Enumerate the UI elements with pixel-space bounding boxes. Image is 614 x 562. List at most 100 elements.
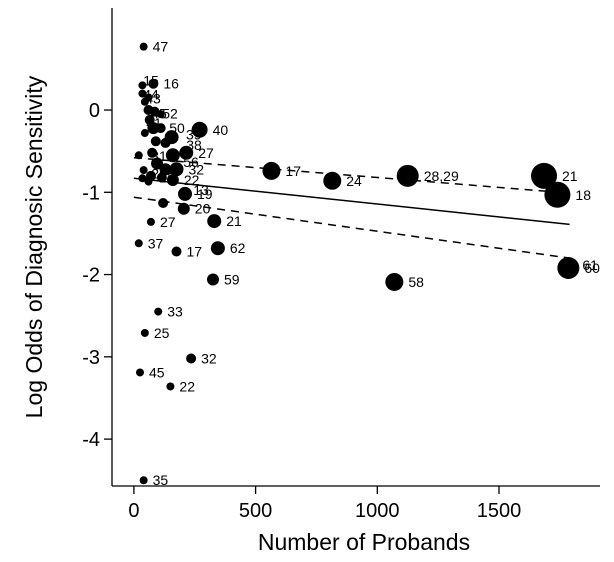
data-point — [186, 353, 197, 364]
point-label: 21 — [226, 213, 242, 229]
data-point — [207, 214, 222, 229]
regression-lines — [133, 156, 570, 259]
x-tick-label: 500 — [239, 500, 272, 522]
point-label: 43 — [145, 90, 161, 106]
point-label: 28,29 — [424, 168, 459, 184]
data-point — [557, 256, 580, 279]
data-point — [150, 136, 161, 147]
y-tick-label: -1 — [82, 182, 100, 204]
data-point — [165, 148, 180, 163]
data-point — [140, 328, 149, 337]
upper-confidence-line — [133, 156, 570, 194]
data-point — [147, 147, 158, 158]
data-point — [160, 137, 171, 148]
data-point — [159, 163, 172, 176]
point-label: 40 — [213, 122, 229, 138]
point-label: 26 — [151, 165, 167, 181]
data-point — [147, 122, 160, 135]
point-label: 61 — [582, 257, 598, 273]
data-point — [148, 78, 159, 89]
point-label: 60 — [584, 260, 600, 276]
point-label: 33 — [167, 304, 183, 320]
point-label: 27 — [198, 145, 214, 161]
data-point — [169, 162, 184, 177]
point-label: 27 — [160, 214, 176, 230]
point-label: 52 — [162, 106, 178, 122]
data-point — [158, 197, 169, 208]
data-point — [140, 129, 149, 138]
data-point — [323, 171, 342, 190]
data-point — [138, 81, 147, 90]
point-label: 41 — [146, 115, 162, 131]
point-label: 15 — [143, 73, 159, 89]
point-label: 16 — [163, 76, 179, 92]
point-label: 22 — [179, 378, 195, 394]
x-axis-title: Number of Probands — [258, 529, 470, 555]
data-point — [177, 202, 190, 215]
point-label: 37 — [148, 235, 164, 251]
data-point — [210, 241, 225, 256]
data-point — [139, 42, 148, 51]
data-points — [134, 42, 580, 485]
data-point — [144, 177, 153, 186]
data-point — [385, 272, 404, 291]
data-point — [166, 382, 175, 391]
x-tick-label: 0 — [128, 500, 139, 522]
data-point — [139, 476, 148, 485]
point-label: 17 — [285, 163, 301, 179]
data-point — [178, 186, 193, 201]
data-point — [156, 110, 165, 119]
axes: 0 500 1000 1500 0 -1 -2 -3 -4 — [82, 8, 600, 522]
point-label: 56 — [183, 154, 199, 170]
y-tick-label: -2 — [82, 265, 100, 287]
data-point — [156, 172, 167, 183]
point-label: 23 — [159, 169, 175, 185]
data-point — [139, 166, 148, 175]
point-label: 22 — [184, 172, 200, 188]
data-point — [179, 145, 194, 160]
x-tick-label: 1500 — [477, 500, 522, 522]
point-label: 58 — [408, 274, 424, 290]
data-point — [166, 173, 179, 186]
point-label: 44 — [143, 86, 159, 102]
data-point — [135, 368, 144, 377]
point-label: 59 — [224, 271, 240, 287]
data-point — [207, 273, 220, 286]
regression-line — [133, 177, 570, 226]
point-label: 62 — [230, 240, 246, 256]
data-point — [146, 217, 155, 226]
data-point — [544, 181, 571, 208]
y-axis-title: Log Odds of Diagnosic Sensitivity — [21, 75, 47, 418]
point-label: 18 — [575, 187, 591, 203]
data-point — [171, 246, 182, 257]
data-point — [396, 164, 419, 187]
data-point — [154, 307, 163, 316]
point-label: 50 — [169, 120, 185, 136]
y-tick-label: -4 — [82, 429, 100, 451]
data-point — [191, 121, 208, 138]
point-label: 32 — [188, 161, 204, 177]
point-label: 47 — [153, 39, 169, 55]
data-point — [155, 123, 166, 134]
lower-confidence-line — [133, 196, 570, 259]
y-tick-label: -3 — [82, 347, 100, 369]
point-label: 45 — [149, 364, 165, 380]
point-label: 20 — [195, 201, 211, 217]
point-label: 39 — [186, 127, 202, 143]
point-label: 35 — [153, 472, 169, 488]
point-label: 32 — [201, 350, 217, 366]
point-label: 19 — [197, 186, 213, 202]
data-point — [151, 157, 164, 170]
data-point — [138, 89, 147, 98]
point-label: 45 — [151, 106, 167, 122]
point-label: 13 — [193, 182, 209, 198]
data-point — [134, 151, 143, 160]
x-tick-label: 1000 — [355, 500, 400, 522]
data-point — [138, 174, 147, 183]
point-label: 17 — [186, 244, 202, 260]
data-point — [134, 239, 143, 248]
point-label: 38 — [186, 137, 202, 153]
point-label: 31 — [151, 148, 167, 164]
